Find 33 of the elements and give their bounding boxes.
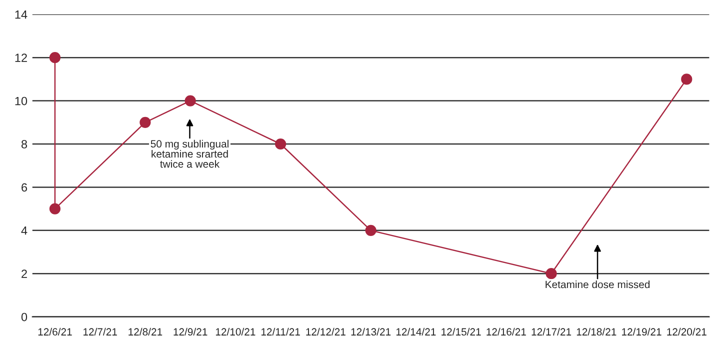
y-tick-label: 4 (21, 226, 28, 235)
x-tick-label: 12/19/21 (622, 328, 662, 336)
y-tick-label: 0 (21, 312, 28, 322)
point (49, 52, 61, 64)
point (140, 116, 151, 128)
x-tick-label: 12/7/21 (84, 328, 117, 336)
x-tick-label: 12/11/21 (261, 328, 300, 336)
x-tick-label: 12/10/21 (216, 328, 256, 336)
y-tick-label: 2 (22, 270, 27, 278)
point (546, 268, 557, 280)
x-tick-label: 12/14/21 (396, 328, 436, 336)
x-tick-label: 12/6/21 (38, 328, 72, 336)
x-tick-label: 12/16/21 (486, 328, 526, 336)
x-tick-label: 12/12/21 (306, 328, 346, 336)
point (681, 74, 692, 85)
y-tick-label: 10 (15, 96, 28, 106)
x-tick-label: 12/18/21 (576, 328, 616, 336)
x-tick-label: 12/15/21 (442, 328, 481, 336)
point (184, 95, 196, 106)
y-tick-label: 12 (15, 54, 27, 62)
x-tick-label: 12/8/21 (128, 328, 162, 336)
annotation: 50 mg sublingual ketamine srarted twice a week (150, 140, 228, 168)
y-tick-label: 6 (22, 183, 28, 192)
annotation: Ketamine dose missed (546, 280, 650, 288)
x-tick-label: 12/17/21 (532, 328, 572, 336)
x-tick-label: 12/20/21 (667, 328, 706, 336)
y-tick-label: 14 (15, 10, 28, 19)
point (365, 224, 376, 236)
point (49, 203, 61, 214)
x-tick-label: 12/9/21 (174, 328, 208, 336)
point (275, 138, 286, 150)
x-tick-label: 12/13/21 (351, 328, 391, 336)
y-tick-label: 8 (21, 140, 28, 148)
